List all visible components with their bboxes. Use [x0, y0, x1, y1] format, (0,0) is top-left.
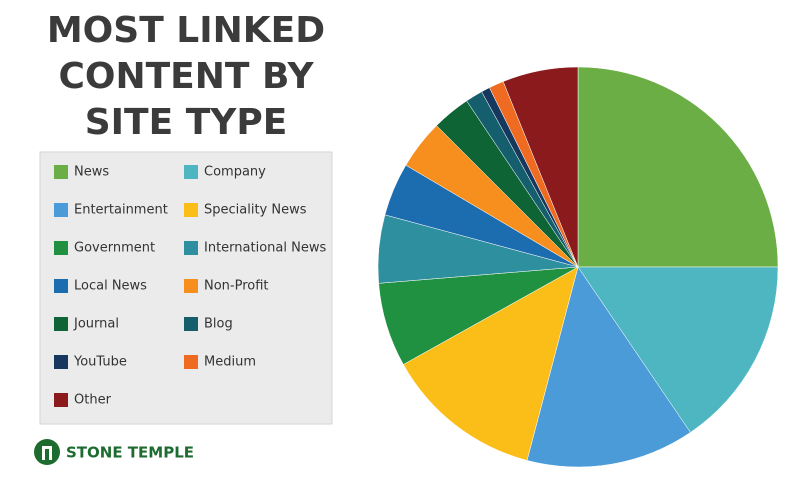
- legend-label: News: [74, 165, 109, 180]
- logo-text: STONE TEMPLE: [66, 444, 194, 462]
- chart-title: MOST LINKED: [47, 10, 325, 51]
- pie-slice: [577, 66, 779, 268]
- legend-swatch: [54, 165, 68, 179]
- chart-title: SITE TYPE: [85, 102, 288, 143]
- pie-slice: [403, 266, 579, 461]
- legend-label: Speciality News: [204, 203, 307, 218]
- legend-swatch: [54, 393, 68, 407]
- legend-swatch: [54, 241, 68, 255]
- legend-swatch: [184, 279, 198, 293]
- logo-icon: [34, 439, 60, 465]
- legend-label: Entertainment: [74, 203, 168, 218]
- pie-slice: [526, 266, 691, 468]
- legend-swatch: [54, 317, 68, 331]
- legend-label: Other: [74, 393, 112, 408]
- legend-label: YouTube: [73, 355, 127, 370]
- legend-swatch: [184, 165, 198, 179]
- legend-label: Government: [74, 241, 155, 256]
- legend-label: Blog: [204, 317, 233, 332]
- legend-swatch: [54, 279, 68, 293]
- legend-swatch: [54, 355, 68, 369]
- legend-label: Medium: [204, 355, 256, 370]
- legend-swatch: [54, 203, 68, 217]
- legend-label: International News: [204, 241, 326, 256]
- legend-swatch: [184, 241, 198, 255]
- legend-label: Company: [204, 165, 266, 180]
- legend-swatch: [184, 355, 198, 369]
- chart-title: CONTENT BY: [58, 56, 314, 97]
- legend-swatch: [184, 203, 198, 217]
- legend-swatch: [184, 317, 198, 331]
- legend-label: Non-Profit: [204, 279, 269, 294]
- legend-label: Local News: [74, 279, 147, 294]
- pie-slice: [577, 266, 779, 433]
- pie-slice: [502, 66, 579, 268]
- legend-label: Journal: [73, 317, 119, 332]
